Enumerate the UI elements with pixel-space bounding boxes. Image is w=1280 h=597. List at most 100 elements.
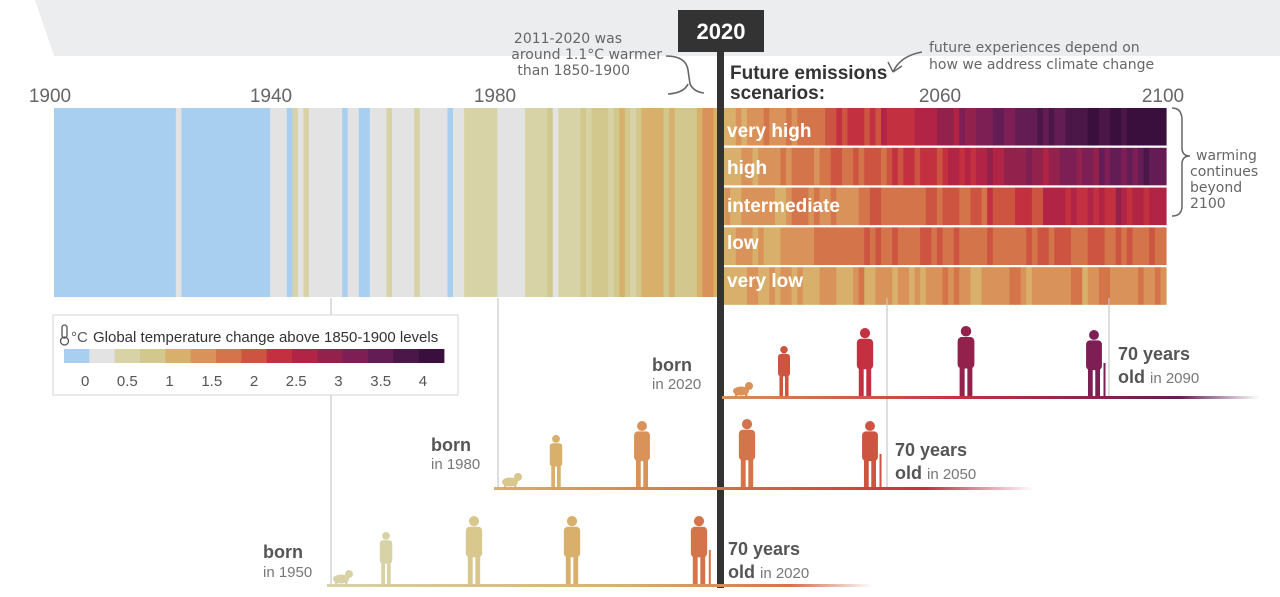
scenario-year-stripe bbox=[752, 187, 759, 226]
scenario-year-stripe bbox=[819, 147, 826, 186]
scenario-year-stripe bbox=[735, 267, 742, 305]
scenario-year-stripe bbox=[1098, 267, 1106, 305]
scenario-year-stripe bbox=[858, 108, 865, 146]
year-stripe bbox=[87, 108, 94, 297]
scenario-year-stripe bbox=[802, 227, 809, 265]
scenario-year-stripe bbox=[908, 267, 916, 305]
scenario-year-stripe bbox=[780, 147, 787, 186]
scenario-year-stripe bbox=[964, 227, 972, 265]
year-stripe bbox=[646, 108, 654, 297]
historical-stripes bbox=[54, 108, 720, 297]
year-stripe bbox=[159, 108, 166, 297]
year-stripe bbox=[480, 108, 487, 297]
scenario-year-stripe bbox=[1003, 108, 1011, 146]
year-stripe bbox=[170, 108, 177, 297]
year-stripe bbox=[453, 108, 460, 297]
scenario-year-stripe bbox=[853, 267, 860, 305]
scenario-year-stripe bbox=[1065, 187, 1072, 226]
scenario-year-stripe bbox=[998, 267, 1005, 305]
year-stripe bbox=[76, 108, 83, 297]
year-stripe bbox=[225, 108, 232, 297]
scenario-year-stripe bbox=[774, 267, 782, 305]
year-stripe bbox=[696, 108, 703, 297]
scenario-year-stripe bbox=[1093, 267, 1100, 305]
scenario-year-stripe bbox=[735, 227, 742, 265]
legend-title: Global temperature change above 1850-190… bbox=[93, 329, 438, 346]
scenario-year-stripe bbox=[908, 187, 916, 226]
scenario-year-stripe bbox=[953, 108, 960, 146]
scenario-year-stripe bbox=[746, 267, 754, 305]
scenario-year-stripe bbox=[1048, 227, 1055, 265]
adult-figure bbox=[957, 326, 975, 396]
year-stripe bbox=[691, 108, 698, 297]
scenario-year-stripe bbox=[758, 267, 765, 305]
scenario-year-stripe bbox=[970, 108, 977, 146]
scenario-year-stripe bbox=[1115, 227, 1122, 265]
scenario-year-stripe bbox=[981, 267, 988, 305]
scenario-year-stripe bbox=[769, 108, 776, 146]
adult-figure bbox=[634, 421, 650, 487]
scenario-year-stripe bbox=[936, 227, 944, 265]
scenario-year-stripe bbox=[1054, 227, 1061, 265]
scenario-year-stripe bbox=[819, 187, 826, 226]
scenario-year-stripe bbox=[1009, 108, 1016, 146]
scenario-label-intermediate: intermediate bbox=[727, 196, 840, 217]
scenario-year-stripe bbox=[830, 108, 837, 146]
legend-color-scale bbox=[64, 349, 445, 363]
scenario-year-stripe bbox=[1126, 227, 1134, 265]
scenario-year-stripe bbox=[1015, 267, 1022, 305]
scenario-year-stripe bbox=[903, 147, 910, 186]
scenario-year-stripe bbox=[981, 227, 988, 265]
scenario-year-stripe bbox=[1138, 227, 1145, 265]
scenario-year-stripe bbox=[1121, 108, 1128, 146]
year-stripe bbox=[513, 108, 521, 297]
scenario-year-stripe bbox=[813, 147, 821, 186]
recent-warming-bracket bbox=[665, 55, 705, 95]
scenario-year-stripe bbox=[1031, 267, 1039, 305]
legend-swatch bbox=[342, 349, 369, 363]
year-stripe bbox=[519, 108, 526, 297]
scenario-year-stripe bbox=[1048, 267, 1055, 305]
scenario-year-stripe bbox=[797, 108, 804, 146]
scenario-year-stripe bbox=[1065, 108, 1072, 146]
scenario-year-stripe bbox=[836, 147, 843, 186]
year-stripe bbox=[619, 108, 626, 297]
scenario-year-stripe bbox=[841, 108, 849, 146]
scenario-year-stripe bbox=[1138, 108, 1145, 146]
scenario-year-stripe bbox=[786, 227, 793, 265]
year-stripe bbox=[192, 108, 199, 297]
scenario-year-stripe bbox=[1160, 108, 1167, 146]
scenario-year-stripe bbox=[920, 267, 927, 305]
scenario-year-stripe bbox=[875, 147, 882, 186]
year-stripe bbox=[552, 108, 559, 297]
old-year-2020: in 2020 bbox=[760, 565, 809, 582]
scenario-year-stripe bbox=[1065, 147, 1072, 186]
scenario-year-stripe bbox=[825, 267, 832, 305]
scenario-year-stripe bbox=[1048, 108, 1055, 146]
scenario-year-stripe bbox=[998, 227, 1005, 265]
scenario-year-stripe bbox=[1121, 187, 1128, 226]
scenario-year-stripe bbox=[752, 108, 759, 146]
scenario-year-stripe bbox=[1143, 187, 1150, 226]
scenario-year-stripe bbox=[981, 147, 988, 186]
scenario-year-stripe bbox=[791, 187, 798, 226]
scenario-year-stripe bbox=[959, 187, 966, 226]
year-stripe bbox=[325, 108, 332, 297]
future-note-arrow bbox=[887, 51, 923, 73]
scenario-year-stripe bbox=[920, 187, 927, 226]
scenario-year-stripe bbox=[830, 147, 837, 186]
year-stripe bbox=[707, 108, 715, 297]
legend-swatch bbox=[216, 349, 242, 363]
scenario-year-stripe bbox=[1020, 267, 1027, 305]
scenario-year-stripe bbox=[1110, 227, 1117, 265]
scenario-year-stripe bbox=[886, 227, 893, 265]
year-label-2100: 2100 bbox=[1142, 86, 1184, 107]
year-badge bbox=[678, 10, 764, 52]
scenario-year-stripe bbox=[942, 227, 949, 265]
scenario-year-stripe bbox=[780, 267, 787, 305]
scenario-year-stripe bbox=[1093, 187, 1100, 226]
year-stripe bbox=[109, 108, 116, 297]
year-axis: 1900 1940 1980 2060 2100 bbox=[29, 86, 1184, 107]
scenario-year-stripe bbox=[1093, 108, 1100, 146]
recent-warming-note-line-2: around 1.1°C warmer bbox=[511, 47, 662, 63]
